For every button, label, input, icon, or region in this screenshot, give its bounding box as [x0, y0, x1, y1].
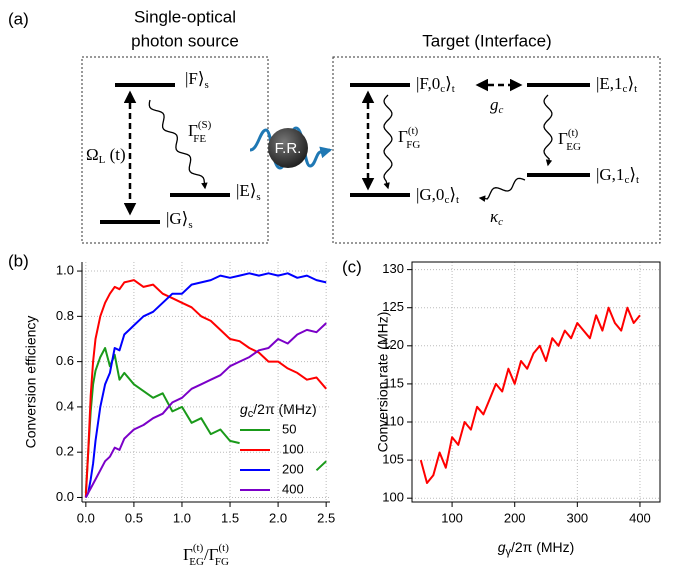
- state-label: |F⟩s: [185, 69, 209, 91]
- y-tick-label: 110: [383, 413, 404, 428]
- series-line: [84, 322, 327, 498]
- x-tick-label: 300: [566, 510, 588, 525]
- legend-title: gc/2π (MHz): [240, 401, 317, 420]
- decay-arrow: [543, 94, 553, 167]
- x-tick-label: 200: [504, 510, 526, 525]
- legend-label: 50: [282, 421, 296, 436]
- state-label: |G,0c⟩t: [416, 185, 459, 206]
- x-tick-label: 400: [629, 510, 651, 525]
- x-tick-label: 100: [441, 510, 463, 525]
- x-axis-title: gγ/2π (MHz): [498, 539, 575, 558]
- target-title: Target (Interface): [422, 31, 551, 50]
- x-tick-label: 0.0: [77, 510, 95, 525]
- x-tick-label: 1.5: [221, 510, 239, 525]
- decay-label: Γ(t) FG: [398, 125, 420, 151]
- series-line: [84, 272, 327, 498]
- legend-label: 400: [282, 481, 304, 496]
- y-tick-label: 115: [383, 375, 404, 390]
- loss-label: κc: [490, 207, 503, 228]
- y-axis-title: Conversion efficiency: [23, 316, 39, 449]
- plot-frame: [411, 261, 661, 503]
- legend-label: 200: [282, 461, 304, 476]
- y-tick-label: 1.0: [56, 262, 74, 277]
- decay-arrow: [478, 177, 526, 202]
- decay-label: Γ(t) EG: [558, 127, 581, 153]
- y-tick-label: 0.0: [56, 489, 74, 504]
- y-tick-label: 105: [382, 452, 404, 467]
- y-tick-label: 0.8: [56, 308, 74, 323]
- photon-ball: [268, 128, 308, 168]
- panel-label: (c): [342, 257, 362, 276]
- x-tick-label: 2.0: [269, 510, 287, 525]
- decay-label: Γ(S) FE: [188, 119, 212, 145]
- legend-label: 100: [282, 441, 304, 456]
- x-axis-title: Γ(t) EG/Γ(t) FG: [183, 542, 229, 568]
- x-tick-label: 2.5: [317, 510, 335, 525]
- panel-label: (a): [8, 9, 29, 28]
- rabi-label: ΩL (t): [86, 145, 126, 166]
- photon-label: F.R.: [275, 140, 302, 157]
- y-tick-label: 130: [382, 261, 404, 276]
- decay-arrow: [383, 94, 393, 190]
- state-label: |G⟩s: [166, 209, 193, 231]
- series-line: [84, 347, 327, 493]
- y-tick-label: 0.2: [56, 444, 74, 459]
- source-title: photon source: [131, 31, 239, 50]
- y-axis-title: Conversion rate (MHz): [375, 312, 391, 453]
- source-box: [81, 56, 269, 244]
- panel-label: (b): [8, 251, 29, 270]
- state-label: |E⟩s: [236, 181, 261, 203]
- source-title: Single-optical: [134, 7, 236, 26]
- state-label: |F,0c⟩t: [416, 74, 455, 95]
- y-tick-label: 120: [382, 337, 404, 352]
- y-tick-label: 125: [382, 299, 404, 314]
- series-line: [84, 279, 327, 498]
- x-tick-label: 0.5: [125, 510, 143, 525]
- x-tick-label: 1.0: [173, 510, 191, 525]
- decay-arrow: [148, 99, 208, 190]
- state-label: |G,1c⟩t: [596, 165, 639, 186]
- target-box: [332, 56, 661, 244]
- y-tick-label: 0.6: [56, 353, 74, 368]
- state-label: |E,1c⟩t: [596, 74, 637, 95]
- y-tick-label: 0.4: [56, 398, 74, 413]
- coupling-label: gc: [490, 95, 504, 116]
- series-line: [419, 306, 641, 484]
- y-tick-label: 100: [382, 490, 404, 505]
